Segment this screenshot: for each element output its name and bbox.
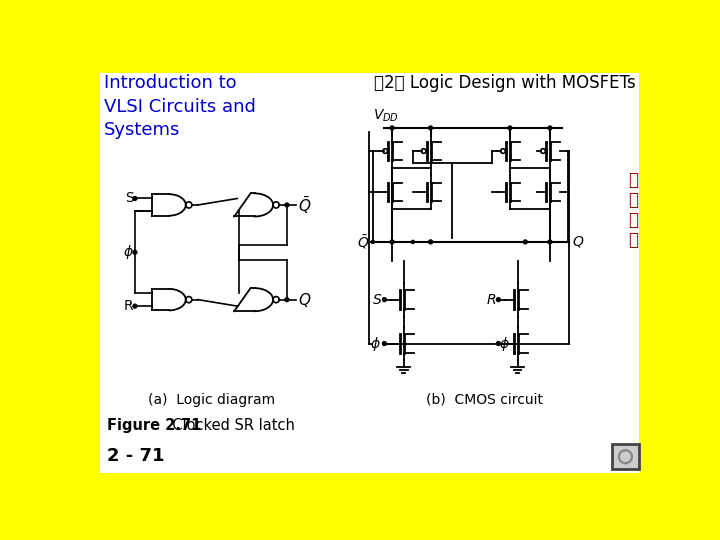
Text: $\phi$: $\phi$ [122,244,133,261]
FancyBboxPatch shape [611,444,639,469]
Text: 第2章 Logic Design with MOSFETs: 第2章 Logic Design with MOSFETs [374,74,636,92]
Circle shape [411,240,415,244]
Circle shape [285,203,289,207]
Text: Introduction to
VLSI Circuits and
Systems: Introduction to VLSI Circuits and System… [104,74,256,139]
Text: $\phi$: $\phi$ [370,335,381,353]
Circle shape [618,450,632,464]
FancyBboxPatch shape [99,72,639,473]
Text: Clocked SR latch: Clocked SR latch [163,418,294,433]
Text: 圖: 圖 [628,191,638,210]
Text: $\bar{Q}$: $\bar{Q}$ [357,233,370,251]
Circle shape [428,126,433,130]
Circle shape [548,240,552,244]
Text: 以: 以 [628,171,638,190]
Circle shape [382,342,387,346]
Circle shape [133,197,137,200]
Text: 示: 示 [628,231,638,249]
Text: $Q$: $Q$ [297,291,311,309]
Circle shape [285,298,289,301]
Circle shape [133,304,137,308]
Text: R: R [124,299,133,313]
Circle shape [508,126,512,130]
Text: Figure 2.71: Figure 2.71 [107,418,202,433]
Text: $R$: $R$ [487,293,497,307]
Circle shape [428,240,433,244]
Text: $S$: $S$ [372,293,383,307]
Circle shape [523,240,527,244]
Circle shape [390,240,394,244]
Circle shape [382,298,387,301]
Circle shape [390,126,394,130]
Text: S: S [125,192,133,206]
Text: (a)  Logic diagram: (a) Logic diagram [148,393,275,407]
Text: (b)  CMOS circuit: (b) CMOS circuit [426,393,543,407]
Circle shape [133,251,137,254]
Text: 2 - 71: 2 - 71 [107,447,165,465]
Circle shape [496,298,500,301]
Text: $Q$: $Q$ [572,234,584,249]
Circle shape [496,342,500,346]
Circle shape [390,240,394,244]
Circle shape [429,240,432,244]
Text: $V_{DD}$: $V_{DD}$ [373,107,399,124]
Text: $\bar{Q}$: $\bar{Q}$ [297,194,311,215]
Circle shape [372,240,374,244]
Circle shape [621,452,630,461]
Text: $\phi$: $\phi$ [499,335,510,353]
Text: 展: 展 [628,211,638,230]
Circle shape [548,126,552,130]
